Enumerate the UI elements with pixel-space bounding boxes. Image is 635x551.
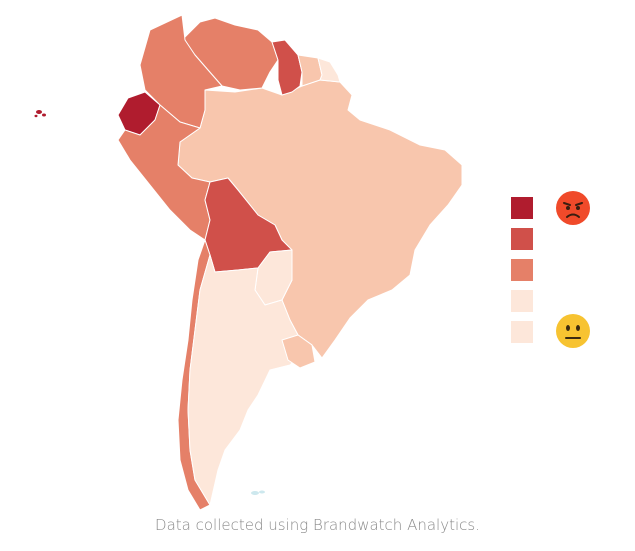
angry-face-emoji-icon: [556, 191, 590, 225]
country-uruguay[interactable]: [281, 334, 316, 369]
legend-swatch-level-3: [511, 259, 533, 281]
data-source-caption: Data collected using Brandwatch Analytic…: [155, 516, 480, 534]
galapagos-islands: [34, 110, 46, 118]
country-argentina[interactable]: [187, 254, 313, 506]
country-french-guiana[interactable]: [317, 57, 341, 83]
legend-swatch-level-2: [511, 228, 533, 250]
legend: [511, 191, 601, 357]
legend-swatch-level-4: [511, 290, 533, 312]
country-guyana[interactable]: [271, 39, 303, 96]
legend-swatch-level-5: [511, 321, 533, 343]
legend-swatch-level-1: [511, 197, 533, 219]
neutral-face-emoji-icon: [556, 314, 590, 348]
country-colombia[interactable]: [139, 14, 223, 129]
falkland-islands: [251, 490, 265, 495]
